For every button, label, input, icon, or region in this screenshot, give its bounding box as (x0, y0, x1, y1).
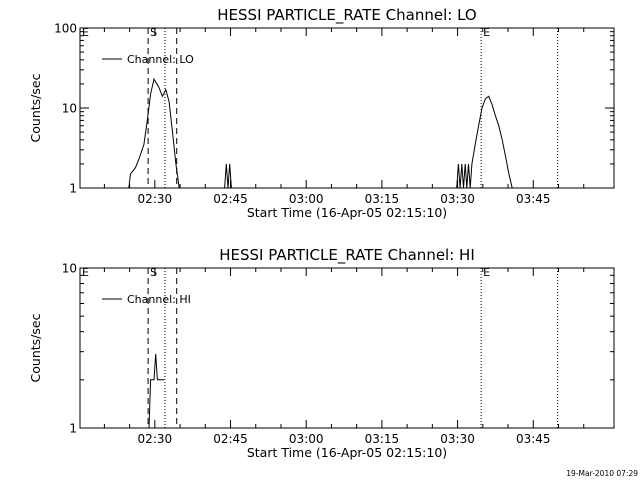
chart-title: HESSI PARTICLE_RATE Channel: HI (219, 246, 475, 265)
marker-label: E (483, 26, 490, 39)
x-tick-label: 03:15 (365, 192, 400, 206)
x-tick-label: 03:30 (440, 192, 475, 206)
x-tick-label: 02:45 (213, 192, 248, 206)
x-tick-label: 03:30 (440, 432, 475, 446)
x-tick-label: 02:45 (213, 432, 248, 446)
chart-title: HESSI PARTICLE_RATE Channel: LO (217, 6, 476, 25)
panel-channel-hi: HESSI PARTICLE_RATE Channel: HI 02:30 02:4… (28, 246, 615, 460)
y-tick-label: 100 (54, 22, 77, 36)
y-tick-label: 1 (69, 182, 77, 196)
y-tick-label: 10 (62, 262, 77, 276)
marker-label: S (150, 26, 157, 39)
marker-label: S (150, 266, 157, 279)
x-tick-label: 03:45 (516, 432, 551, 446)
plot-frame (79, 267, 615, 429)
y-tick-label: 1 (69, 422, 77, 436)
legend-label: Channel: HI (127, 293, 191, 306)
footer-timestamp: 19-Mar-2010 07:29 (566, 469, 638, 478)
marker-label: E (483, 266, 490, 279)
marker-label: E (82, 266, 89, 279)
y-axis-label: Counts/sec (28, 73, 43, 142)
series-line (148, 353, 165, 429)
panel-channel-lo: HESSI PARTICLE_RATE Channel: LO 02:30 02:4… (28, 6, 615, 220)
y-tick-label: 10 (62, 102, 77, 116)
x-tick-label: 03:00 (289, 192, 324, 206)
y-axis-label: Counts/sec (28, 313, 43, 382)
x-axis-label: Start Time (16-Apr-05 02:15:10) (247, 445, 447, 460)
x-axis-label: Start Time (16-Apr-05 02:15:10) (247, 205, 447, 220)
x-tick-label: 03:45 (516, 192, 551, 206)
x-tick-label: 02:30 (138, 432, 173, 446)
marker-label: E (82, 26, 89, 39)
series-line (128, 77, 513, 189)
plot-frame (79, 27, 615, 189)
legend-label: Channel: LO (127, 53, 194, 66)
x-tick-label: 03:15 (365, 432, 400, 446)
x-tick-label: 02:30 (138, 192, 173, 206)
x-tick-label: 03:00 (289, 432, 324, 446)
